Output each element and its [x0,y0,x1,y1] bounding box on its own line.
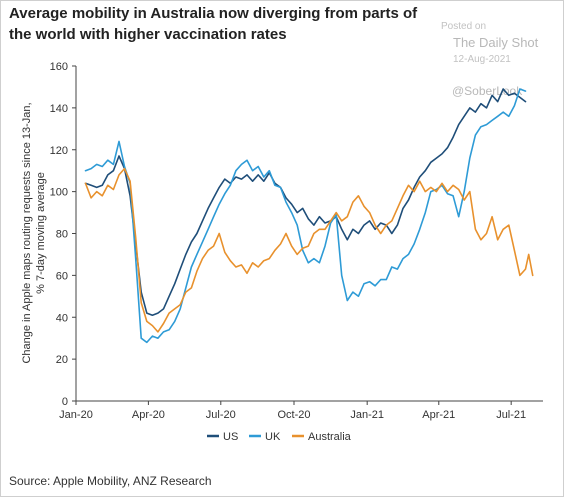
source-note: Source: Apple Mobility, ANZ Research [9,474,212,488]
axes-layer: 0 20 40 60 80 100 120 140 160 Jan-20 Apr-20 Jul-20 O… [50,61,543,421]
legend-label-us: US [223,431,238,443]
x-tick-label: Oct-20 [277,409,310,421]
y-tick-label: 160 [50,61,68,73]
y-tick-label: 60 [56,270,68,282]
y-tick-label: 100 [50,187,68,199]
legend-label-uk: UK [265,431,281,443]
watermark-handle: @SoberLook [452,84,523,98]
y-axis-title-line1: Change in Apple maps routing requests si… [21,102,33,363]
watermark-site: The Daily Shot [453,35,539,50]
y-tick-label: 80 [56,229,68,241]
y-tick-label: 0 [62,396,68,408]
chart-title: Average mobility in Australia now diverg… [9,5,418,43]
x-tick-label: Jan-21 [350,409,384,421]
legend: US UK Australia [207,431,352,443]
y-tick-label: 140 [50,103,68,115]
y-tick-label: 120 [50,145,68,157]
x-tick-label: Jul-21 [496,409,526,421]
watermark-date: 12-Aug-2021 [453,54,511,65]
y-axis-title-line2: % 7-day moving average [35,172,47,294]
x-tick-label: Jan-20 [59,409,93,421]
y-tick-label: 20 [56,354,68,366]
x-tick-label: Jul-20 [206,409,236,421]
series-line-us [84,88,527,317]
y-tick-label: 40 [56,312,68,324]
series-line-australia [84,167,534,333]
series-layer [84,88,534,344]
x-tick-label: Apr-20 [132,409,165,421]
legend-label-australia: Australia [308,431,352,443]
watermark-posted-on: Posted on [441,21,487,32]
series-line-uk [84,88,527,344]
x-tick-label: Apr-21 [422,409,455,421]
